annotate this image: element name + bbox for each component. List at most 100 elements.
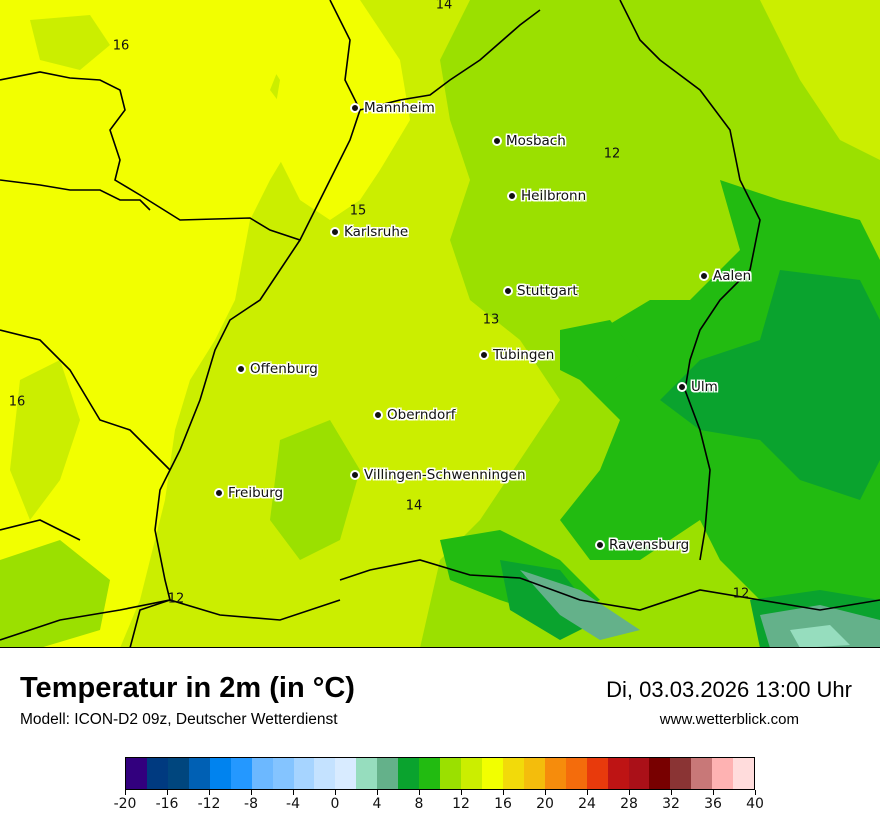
colorbar-tick-label: 8 (414, 796, 424, 812)
city-dot-icon (507, 191, 517, 201)
colorbar-segment (356, 758, 378, 789)
colorbar-tick (124, 790, 126, 795)
colorbar-ticks: -20 -16 -12 -8 -4 0 4 8 12 16 20 24 28 32 36 40 (114, 790, 764, 820)
city-mosbach: Mosbach (492, 133, 566, 149)
colorbar-segment (188, 758, 210, 789)
isotherm-label: 14 (435, 0, 453, 13)
colorbar-segment (377, 758, 399, 789)
colorbar-tick (628, 790, 630, 795)
colorbar-segment (461, 758, 482, 789)
city-dot-icon (330, 227, 340, 237)
city-dot-icon (595, 540, 605, 550)
colorbar-tick-label: 36 (704, 796, 722, 812)
colorbar-segment (398, 758, 420, 789)
colorbar-segment (126, 758, 147, 789)
colorbar-tick (586, 790, 588, 795)
colorbar-segment (649, 758, 671, 789)
colorbar-tick-label: -8 (244, 796, 258, 812)
isotherm-label: 16 (8, 394, 26, 410)
city-tuebingen: Tübingen (479, 347, 554, 363)
city-dot-icon (350, 470, 360, 480)
colorbar-tick-label: 4 (372, 796, 382, 812)
colorbar-tick-label: 24 (578, 796, 596, 812)
colorbar-segment (335, 758, 357, 789)
temperature-colorbar (125, 757, 755, 790)
colorbar-tick (334, 790, 336, 795)
isotherm-label: 16 (112, 38, 130, 54)
temperature-map: Mannheim Mosbach Heilbronn Karlsruhe Aal… (0, 0, 880, 648)
colorbar-segment (272, 758, 294, 789)
colorbar-segment (293, 758, 315, 789)
city-dot-icon (492, 136, 502, 146)
colorbar-segment (167, 758, 189, 789)
colorbar-segment (314, 758, 336, 789)
colorbar-tick-label: 12 (452, 796, 470, 812)
city-stuttgart: Stuttgart (503, 283, 578, 299)
colorbar-segment (481, 758, 503, 789)
colorbar-tick (250, 790, 252, 795)
colorbar-segment (712, 758, 734, 789)
colorbar-segment (565, 758, 587, 789)
isotherm-label: 12 (732, 586, 750, 602)
colorbar-tick (292, 790, 294, 795)
colorbar-segment (733, 758, 755, 789)
city-dot-icon (214, 488, 224, 498)
colorbar-segment (440, 758, 461, 789)
colorbar-tick-label: 16 (494, 796, 512, 812)
city-dot-icon (236, 364, 246, 374)
colorbar-tick (544, 790, 546, 795)
colorbar-segment (670, 758, 692, 789)
city-mannheim: Mannheim (350, 100, 435, 116)
city-dot-icon (503, 286, 513, 296)
isotherm-label: 14 (405, 498, 423, 514)
colorbar-segment (691, 758, 713, 789)
colorbar-tick-label: 40 (746, 796, 764, 812)
colorbar-tick (418, 790, 420, 795)
colorbar-tick-label: -16 (155, 796, 179, 812)
city-oberndorf: Oberndorf (373, 407, 456, 423)
city-ulm: Ulm (677, 379, 718, 395)
colorbar-tick (208, 790, 210, 795)
colorbar-segment (209, 758, 231, 789)
city-villingen-schwenningen: Villingen-Schwenningen (350, 467, 526, 483)
website-link[interactable]: www.wetterblick.com (659, 711, 799, 728)
city-dot-icon (350, 103, 360, 113)
colorbar-tick-label: -12 (197, 796, 221, 812)
temperature-field (0, 0, 880, 647)
colorbar-segment (502, 758, 524, 789)
city-dot-icon (373, 410, 383, 420)
colorbar-tick-label: 28 (620, 796, 638, 812)
colorbar-tick-label: 0 (330, 796, 340, 812)
colorbar-tick-label: 32 (662, 796, 680, 812)
valid-datetime: Di, 03.03.2026 13:00 Uhr (606, 677, 852, 702)
city-heilbronn: Heilbronn (507, 188, 586, 204)
colorbar-tick (754, 790, 756, 795)
isotherm-label: 12 (603, 146, 621, 162)
colorbar-segment (251, 758, 273, 789)
colorbar-segment (628, 758, 650, 789)
city-ravensburg: Ravensburg (595, 537, 689, 553)
colorbar-segment (586, 758, 608, 789)
model-subtitle: Modell: ICON-D2 09z, Deutscher Wetterdie… (20, 711, 338, 728)
city-freiburg: Freiburg (214, 485, 283, 501)
colorbar-tick (460, 790, 462, 795)
city-aalen: Aalen (699, 268, 751, 284)
colorbar-segment (523, 758, 545, 789)
isotherm-label: 15 (349, 203, 367, 219)
colorbar-segment (230, 758, 252, 789)
city-offenburg: Offenburg (236, 361, 318, 377)
colorbar-tick (166, 790, 168, 795)
colorbar-segment (146, 758, 168, 789)
colorbar-segment (607, 758, 629, 789)
colorbar-tick-label: 20 (536, 796, 554, 812)
colorbar-segment (544, 758, 566, 789)
colorbar-tick (502, 790, 504, 795)
city-karlsruhe: Karlsruhe (330, 224, 408, 240)
colorbar-tick-label: -4 (286, 796, 300, 812)
map-title: Temperatur in 2m (in °C) (20, 672, 355, 704)
city-dot-icon (677, 382, 687, 392)
city-dot-icon (699, 271, 709, 281)
city-dot-icon (479, 350, 489, 360)
colorbar-tick-label: -20 (113, 796, 137, 812)
colorbar-tick (670, 790, 672, 795)
